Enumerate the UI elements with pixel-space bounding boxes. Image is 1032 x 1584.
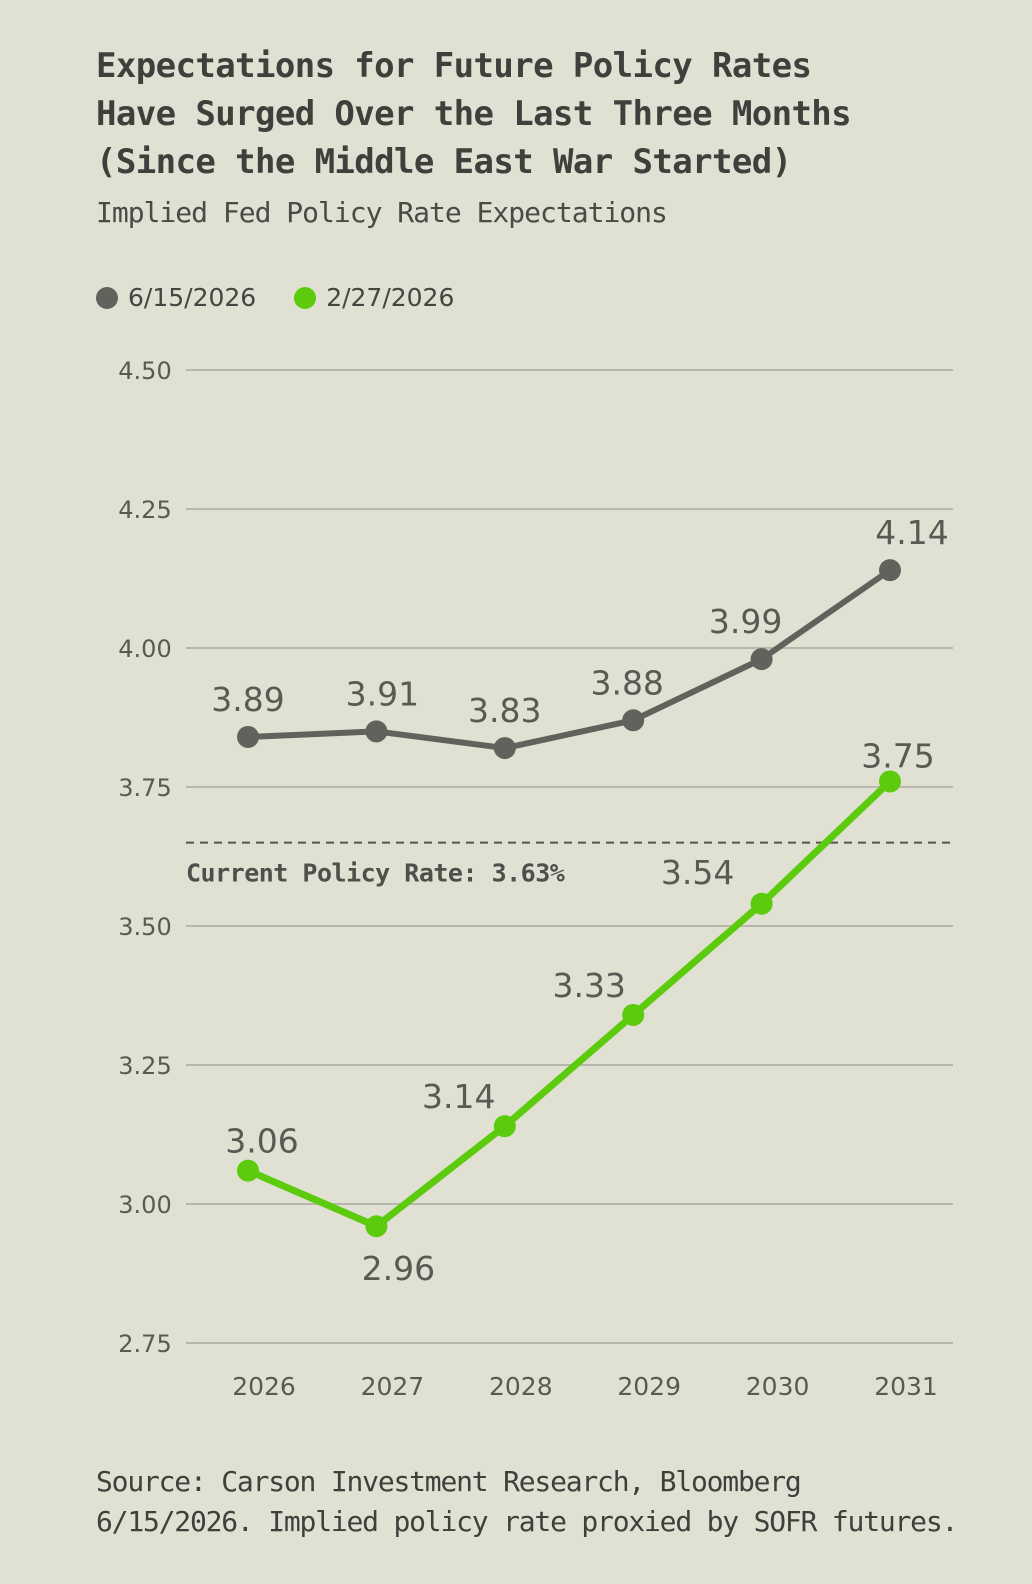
series-1-point-0 — [237, 1159, 259, 1182]
series-0-data-label-5: 4.14 — [875, 513, 948, 552]
chart-title-line-2: Have Surged Over the Last Three Months — [96, 94, 852, 134]
chart-title: Expectations for Future Policy Rates Hav… — [96, 42, 996, 186]
series-1-data-label-2: 3.14 — [422, 1077, 495, 1116]
series-1-point-5 — [879, 770, 901, 793]
series-0-data-label-4: 3.99 — [709, 602, 782, 641]
series-0-data-label-0: 3.89 — [211, 680, 284, 719]
chart-subtitle: Implied Fed Policy Rate Expectations — [96, 196, 668, 229]
line-chart: 2.75 3.00 3.25 3.50 3.75 4.00 4.25 4.50 2026 2027… — [118, 357, 953, 1401]
y-tick-label-7: 4.50 — [118, 357, 171, 385]
series-line-1 — [244, 777, 894, 1230]
x-tick-label-5: 2031 — [874, 1372, 938, 1401]
series-0-point-1 — [365, 720, 388, 743]
series-0-data-label-3: 3.88 — [590, 663, 663, 702]
footer-line-2: 6/15/2026. Implied policy rate proxied b… — [96, 1505, 958, 1538]
legend-dot-jun — [96, 286, 118, 309]
y-tick-label-2: 3.25 — [118, 1052, 171, 1080]
series-0-point-2 — [493, 737, 516, 760]
series-1-data-label-5: 3.75 — [861, 736, 934, 775]
y-tick-label-3: 3.50 — [118, 913, 171, 941]
legend-item-feb: 2/27/2026 — [294, 283, 454, 312]
y-tick-label-4: 3.75 — [118, 774, 171, 802]
chart-legend: 6/15/2026 2/27/2026 — [96, 283, 492, 312]
series-1-data-label-3: 3.33 — [552, 966, 625, 1005]
series-0-point-4 — [750, 648, 773, 671]
reference-line-label: Current Policy Rate: 3.63% — [186, 859, 565, 888]
series-1-point-4 — [750, 892, 773, 915]
y-tick-label-0: 2.75 — [118, 1330, 171, 1358]
chart-footer: Source: Carson Investment Research, Bloo… — [96, 1462, 1016, 1542]
series-1-point-3 — [622, 1003, 645, 1026]
x-tick-label-2: 2028 — [489, 1372, 553, 1401]
legend-label-feb: 2/27/2026 — [326, 283, 455, 312]
series-1-point-1 — [365, 1215, 388, 1238]
footer-line-1: Source: Carson Investment Research, Bloo… — [96, 1465, 802, 1498]
y-tick-label-5: 4.00 — [118, 635, 171, 663]
series-1-data-label-1: 2.96 — [362, 1249, 435, 1288]
series-0-data-label-1: 3.91 — [346, 674, 419, 713]
chart-title-line-1: Expectations for Future Policy Rates — [96, 46, 812, 86]
x-tick-label-0: 2026 — [232, 1372, 296, 1401]
series-0-point-3 — [622, 709, 645, 732]
x-tick-label-1: 2027 — [361, 1372, 425, 1401]
legend-dot-feb — [294, 286, 317, 309]
y-tick-label-1: 3.00 — [118, 1191, 171, 1219]
series-0-point-0 — [237, 725, 259, 748]
series-1-data-label-4: 3.54 — [661, 853, 734, 892]
series-1-data-label-0: 3.06 — [225, 1122, 298, 1161]
series-0-data-label-2: 3.83 — [468, 691, 541, 730]
x-tick-label-3: 2029 — [617, 1372, 681, 1401]
series-1-point-2 — [493, 1115, 516, 1138]
chart-title-line-3: (Since the Middle East War Started) — [96, 142, 792, 182]
y-tick-label-6: 4.25 — [118, 496, 171, 524]
series-line-0 — [245, 567, 893, 752]
legend-label-jun: 6/15/2026 — [128, 283, 257, 312]
series-0-point-5 — [879, 559, 901, 582]
legend-item-jun: 6/15/2026 — [96, 283, 256, 312]
x-tick-label-4: 2030 — [746, 1372, 810, 1401]
